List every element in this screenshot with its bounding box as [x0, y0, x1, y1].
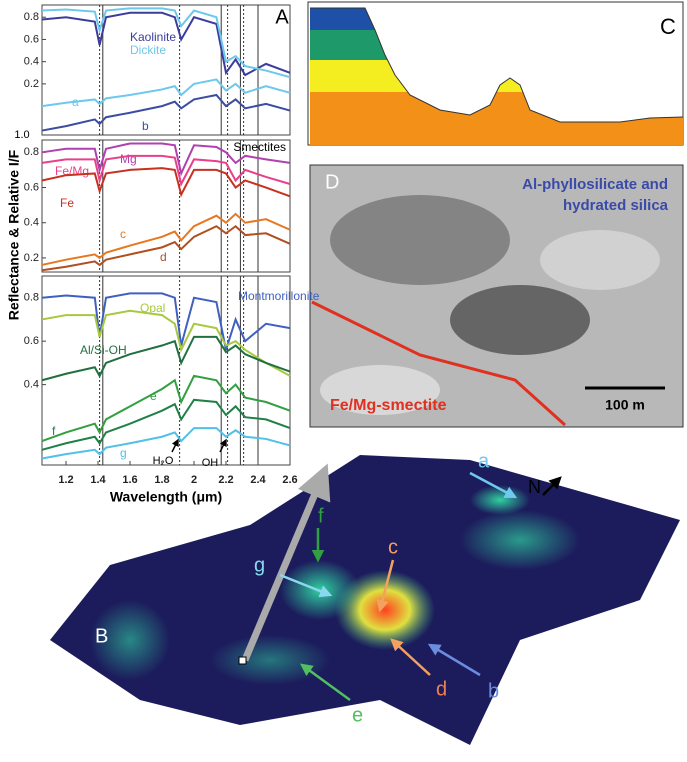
series-label: Dickite: [130, 43, 166, 57]
panel-b: B N a b c d e f g: [50, 450, 680, 745]
series-label: Mg: [120, 152, 137, 166]
x-tick-label: 2.2: [218, 474, 233, 486]
series-label: Montmorillonite: [238, 289, 320, 303]
annotation: OH: [202, 457, 219, 469]
unit-label: Fe/Mg-smectite: [330, 397, 447, 414]
pointer-label: b: [488, 680, 499, 702]
scale-label: 100 m: [605, 397, 645, 413]
north-label: N: [528, 477, 541, 497]
x-tick-label: 2.6: [282, 474, 297, 486]
unit-label: Al-phyllosilicate and: [522, 176, 668, 193]
pointer-label: f: [318, 505, 324, 527]
series-label: Opal: [140, 301, 165, 315]
spectrum-line: [41, 11, 291, 77]
annotation: 1.0: [14, 129, 29, 141]
x-tick-label: 1.6: [122, 474, 137, 486]
annotation: H₂O: [153, 455, 174, 467]
series-label: g: [120, 446, 127, 460]
series-label: e: [150, 389, 157, 403]
panel-label: A: [275, 6, 289, 28]
spectrum-line: [41, 142, 291, 177]
plot-frame: [41, 139, 291, 273]
panel-label: C: [660, 14, 676, 39]
x-tick-label: 1.8: [154, 474, 169, 486]
x-tick-label: 2.4: [250, 474, 266, 486]
series-label: Al/Si-OH: [80, 343, 127, 357]
spectrum-line: [41, 212, 291, 266]
y-tick-label: 0.8: [24, 146, 39, 158]
y-tick-label: 0.4: [24, 379, 39, 391]
series-label: Fe: [60, 196, 74, 210]
y-tick-label: 0.4: [24, 56, 39, 68]
y-axis-title: Reflectance & Relative I/F: [6, 149, 22, 320]
pointer-label: a: [478, 450, 490, 472]
spectrum-line: [41, 154, 291, 187]
spectra-panel: 0.4 0.6 0.8 1.2 1.4 1.6 1.8 2 2.2 2.4 2.6 Montmoril…: [24, 275, 320, 505]
spectrum-line: [41, 374, 291, 443]
panel-title: Smectites: [233, 140, 286, 154]
x-tick-label: 1.2: [58, 474, 73, 486]
y-tick-label: 0.2: [24, 78, 39, 90]
x-axis-title: Wavelength (μm): [110, 489, 222, 505]
spectrum-line: [41, 427, 291, 460]
series-label: c: [120, 227, 126, 241]
pointer-label: d: [436, 678, 447, 700]
panel-label: D: [325, 171, 339, 193]
y-tick-label: 0.4: [24, 217, 39, 229]
spectrum-line: [41, 224, 291, 272]
spectrum-line: [41, 167, 291, 198]
pointer-label: e: [352, 704, 363, 726]
spectrum-line: [41, 292, 291, 351]
y-tick-label: 0.6: [24, 181, 39, 193]
annotation-arrow: [171, 438, 179, 453]
spectrum-line: [41, 309, 291, 377]
pointer-label: c: [388, 536, 398, 558]
plot-frame: [41, 4, 291, 136]
pointer-label: g: [254, 554, 265, 576]
y-tick-label: 0.8: [24, 292, 39, 304]
series-label: f: [52, 424, 56, 438]
x-tick-label: 2: [191, 474, 197, 486]
spectrum-line: [41, 93, 291, 132]
spectrum-line: [41, 398, 291, 451]
spectrum-line: [41, 7, 291, 79]
series-label: a: [72, 95, 79, 109]
panel-d: D Al-phyllosilicate and hydrated silica …: [309, 164, 684, 428]
series-label: Kaolinite: [130, 30, 176, 44]
series-label: d: [160, 250, 167, 264]
panel-label: B: [95, 625, 108, 647]
series-label: b: [142, 119, 149, 133]
spectrum-line: [41, 78, 291, 108]
y-tick-label: 0.6: [24, 33, 39, 45]
panel-c: C: [307, 1, 684, 146]
x-tick-label: 1.4: [90, 474, 106, 486]
annotation-arrow: [219, 438, 227, 453]
unit-label: hydrated silica: [563, 197, 669, 214]
y-tick-label: 0.2: [24, 252, 39, 264]
spectrum-line: [41, 335, 291, 382]
y-tick-label: 0.8: [24, 11, 39, 23]
y-tick-label: 0.6: [24, 335, 39, 347]
spectra-panel: 0.20.40.60.8 MgFe/MgFecdSmectitesReflecta…: [6, 139, 291, 320]
